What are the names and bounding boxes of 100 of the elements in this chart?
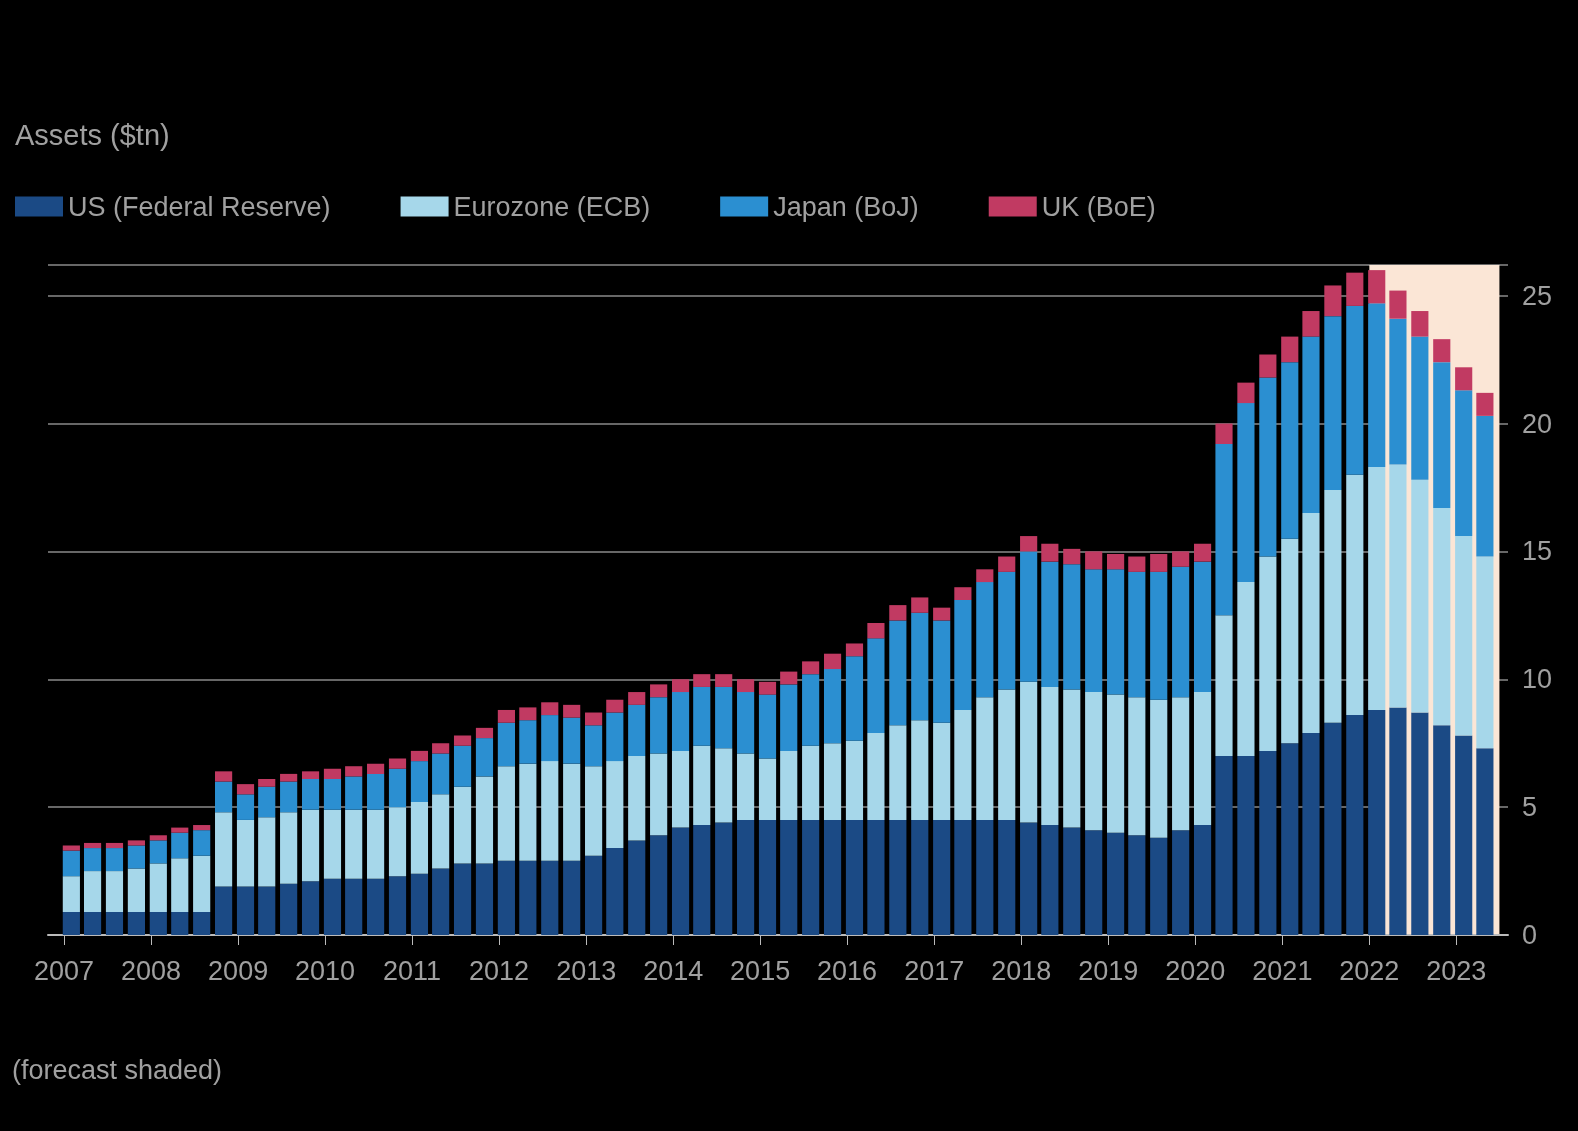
bar [323, 779, 342, 810]
bar [215, 812, 233, 887]
bar [1041, 686, 1059, 826]
bar [453, 863, 472, 935]
bar [236, 886, 255, 935]
bar [1150, 553, 1168, 572]
bar [1281, 362, 1299, 539]
bar [62, 876, 80, 912]
bar [954, 600, 972, 710]
bar [236, 784, 255, 795]
bar [345, 809, 363, 879]
x-tick-label: 2019 [1078, 955, 1139, 986]
x-tick-label: 2009 [208, 955, 269, 986]
bar [497, 722, 515, 767]
bar [1433, 725, 1451, 935]
bar [367, 878, 385, 935]
legend-label: US (Federal Reserve) [68, 191, 331, 222]
bar [1302, 311, 1320, 337]
bar [345, 776, 363, 810]
bar [258, 779, 276, 787]
bar [780, 819, 798, 935]
bar [998, 689, 1016, 820]
bar [823, 743, 842, 820]
bar [737, 753, 755, 820]
bar [1411, 712, 1429, 935]
bar [1324, 285, 1342, 317]
bar [563, 763, 581, 861]
bar [519, 707, 537, 721]
bar [83, 842, 102, 849]
text: (forecast shaded) [12, 1054, 223, 1085]
bar [519, 860, 537, 935]
bar [301, 771, 320, 780]
bar [301, 779, 320, 810]
bar [127, 845, 145, 869]
bar [323, 768, 342, 780]
bar [1259, 556, 1277, 751]
bar [1193, 543, 1212, 562]
bar [388, 807, 407, 877]
bar [388, 758, 407, 769]
bar [867, 638, 885, 733]
bar [1237, 582, 1255, 756]
bar [1389, 707, 1407, 935]
bar [976, 697, 994, 820]
bar [280, 773, 298, 782]
bar [453, 735, 472, 746]
bar [737, 679, 755, 693]
bar [453, 786, 472, 864]
bar [1085, 830, 1103, 935]
bar [693, 825, 711, 935]
bar [432, 868, 450, 935]
bar [475, 776, 494, 864]
bar [258, 886, 276, 935]
bar [693, 674, 711, 687]
bar [650, 684, 668, 698]
bar [1237, 403, 1255, 583]
bar [1455, 735, 1473, 935]
bar [541, 702, 559, 716]
bar [453, 745, 472, 787]
bar [1020, 551, 1038, 682]
y-tick-label: 20 [1522, 408, 1553, 439]
bar [585, 766, 603, 856]
bar [388, 768, 407, 808]
bar [1150, 699, 1168, 838]
bar [1172, 830, 1190, 935]
bar [1346, 474, 1364, 716]
bar [258, 786, 276, 818]
x-tick-label: 2021 [1252, 955, 1313, 986]
bar [650, 753, 668, 836]
bar [475, 738, 494, 777]
bar [149, 863, 167, 912]
bar [301, 881, 320, 935]
bar [933, 620, 951, 723]
bar [845, 656, 864, 741]
bar [585, 712, 603, 726]
bar [780, 684, 798, 751]
bar [301, 809, 320, 882]
bar [1389, 464, 1407, 708]
bar [83, 911, 102, 935]
bar [606, 848, 624, 935]
x-tick-label: 2008 [120, 955, 181, 986]
bar [367, 809, 385, 879]
bar [823, 819, 842, 935]
bar [954, 587, 972, 600]
bar [802, 661, 820, 675]
bar [1041, 543, 1059, 562]
bar [1128, 697, 1146, 836]
bar [1281, 538, 1299, 744]
bar [1107, 553, 1125, 570]
bar [802, 819, 820, 935]
bar [1324, 490, 1342, 723]
bar [1302, 336, 1320, 514]
bar [563, 717, 581, 764]
bar [933, 722, 951, 820]
bar [1346, 305, 1364, 475]
bar [193, 830, 211, 856]
bar [758, 694, 777, 759]
bar [1259, 354, 1277, 378]
bar [193, 855, 211, 912]
bar [475, 727, 494, 739]
bar [105, 842, 124, 849]
